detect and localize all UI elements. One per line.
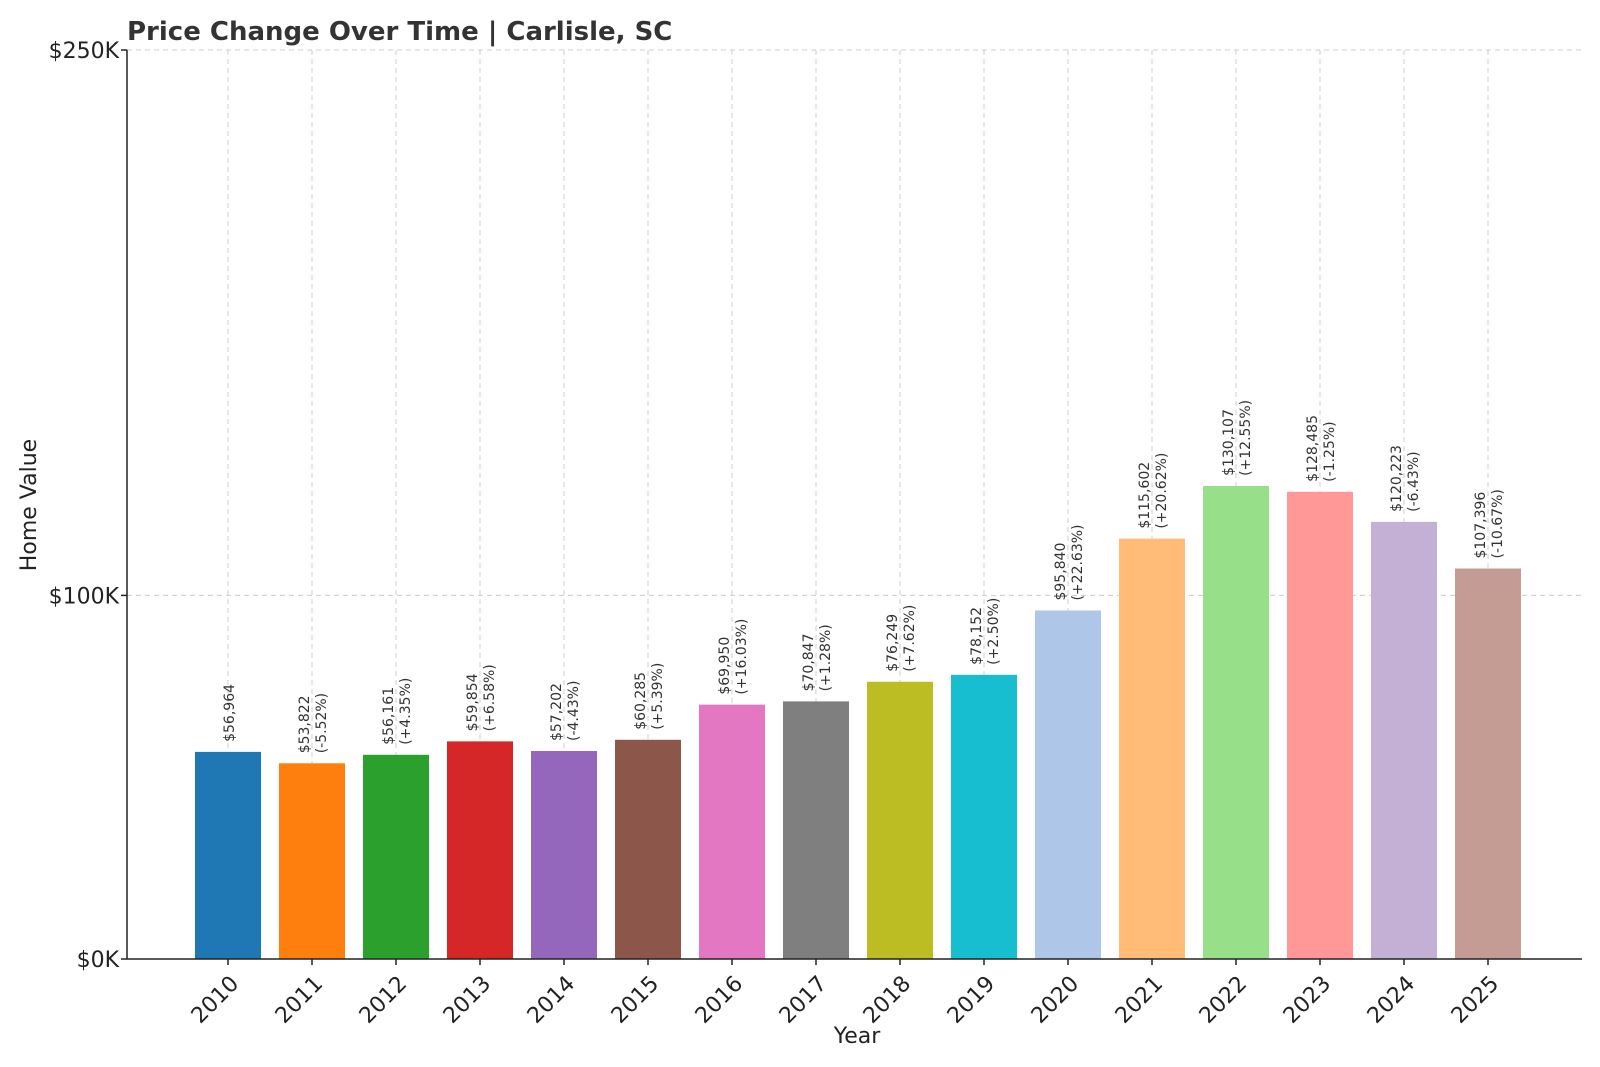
bar-2023 — [1287, 491, 1353, 959]
bar-change-label: (+12.55%) — [1238, 400, 1254, 476]
x-tick-label: 2025 — [1447, 971, 1504, 1028]
bar-label-2019: $78,152 (+2.50%) — [969, 598, 1002, 665]
bars — [195, 485, 1521, 959]
x-tick-label: 2020 — [1027, 971, 1084, 1028]
bar-value-label: $107,396 — [1473, 492, 1489, 559]
x-tick-label: 2016 — [691, 971, 748, 1028]
bar-label-2022: $130,107 (+12.55%) — [1221, 400, 1254, 476]
bar-label-2015: $60,285 (+5.39%) — [633, 663, 666, 730]
x-tick-label: 2013 — [439, 971, 496, 1028]
bar-change-label: (-6.43%) — [1406, 451, 1422, 511]
bar-2020 — [1035, 610, 1101, 959]
y-ticks: $0K $100K $250K — [49, 39, 127, 973]
bar-label-2020: $95,840 (+22.63%) — [1053, 524, 1086, 600]
bar-label-2023: $128,485 (-1.25%) — [1305, 415, 1338, 482]
chart-title: Price Change Over Time | Carlisle, SC — [127, 17, 672, 47]
bar-value-label: $115,602 — [1137, 462, 1153, 529]
x-tick-label: 2021 — [1111, 971, 1168, 1028]
bar-labels: $56,964 $53,822 (-5.52%) $56,161 (+4.35%) $59… — [222, 400, 1506, 753]
bar-label-2016: $69,950 (+16.03%) — [717, 619, 750, 695]
bar-value-label: $69,950 — [717, 637, 733, 695]
bar-change-label: (+2.50%) — [986, 598, 1002, 665]
y-tick-label: $100K — [49, 584, 120, 609]
bar-label-2012: $56,161 (+4.35%) — [381, 678, 414, 745]
bar-value-label: $76,249 — [885, 614, 901, 672]
bar-change-label: (+6.58%) — [482, 664, 498, 731]
bar-2013 — [447, 741, 513, 959]
bar-value-label: $59,854 — [465, 673, 481, 731]
axes — [126, 50, 1582, 960]
x-tick-label: 2019 — [943, 971, 1000, 1028]
y-tick-label: $250K — [49, 39, 120, 64]
bar-value-label: $78,152 — [969, 607, 985, 665]
bar-value-label: $120,223 — [1389, 445, 1405, 512]
bar-value-label: $53,822 — [297, 695, 313, 753]
x-tick-label: 2015 — [607, 971, 664, 1028]
bar-change-label: (+22.63%) — [1070, 524, 1086, 600]
x-tick-label: 2010 — [187, 971, 244, 1028]
bar-change-label: (+5.39%) — [650, 663, 666, 730]
x-tick-label: 2023 — [1279, 971, 1336, 1028]
bar-2024 — [1371, 521, 1437, 959]
bar-change-label: (+1.28%) — [818, 624, 834, 691]
x-tick-label: 2022 — [1195, 971, 1252, 1028]
bar-label-2021: $115,602 (+20.62%) — [1137, 453, 1170, 529]
bar-label-2014: $57,202 (-4.43%) — [549, 681, 582, 741]
x-tick-label: 2011 — [271, 971, 328, 1028]
bar-change-label: (+7.62%) — [902, 605, 918, 672]
bar-value-label: $60,285 — [633, 672, 649, 730]
bar-label-2017: $70,847 (+1.28%) — [801, 624, 834, 691]
bar-2019 — [951, 674, 1017, 959]
x-tick-label: 2017 — [775, 971, 832, 1028]
bar-label-2011: $53,822 (-5.52%) — [297, 693, 330, 753]
y-axis-label: Home Value — [17, 439, 42, 571]
bar-2017 — [783, 701, 849, 959]
bar-2025 — [1455, 568, 1521, 959]
bar-value-label: $56,161 — [381, 687, 397, 745]
bar-2011 — [279, 763, 345, 959]
bar-change-label: (+16.03%) — [734, 619, 750, 695]
bar-value-label: $95,840 — [1053, 543, 1069, 601]
bar-label-2018: $76,249 (+7.62%) — [885, 605, 918, 672]
x-tick-label: 2014 — [523, 971, 580, 1028]
bar-2015 — [615, 739, 681, 959]
bar-value-label: $56,964 — [222, 684, 238, 742]
x-axis-label: Year — [833, 1024, 882, 1049]
bar-2021 — [1119, 538, 1185, 959]
bar-label-2010: $56,964 — [222, 684, 238, 742]
bar-value-label: $128,485 — [1305, 415, 1321, 482]
bar-value-label: $70,847 — [801, 633, 817, 691]
x-ticks: 2010 2011 2012 2013 2014 2015 2016 2017 2018 2019… — [187, 959, 1504, 1029]
x-tick-label: 2018 — [859, 971, 916, 1028]
bar-value-label: $130,107 — [1221, 409, 1237, 476]
bar-2016 — [699, 704, 765, 959]
bar-2018 — [867, 681, 933, 959]
grid-lines — [127, 49, 1582, 959]
x-tick-label: 2024 — [1363, 971, 1420, 1028]
bar-change-label: (-10.67%) — [1490, 489, 1506, 558]
bar-change-label: (+20.62%) — [1154, 453, 1170, 529]
bar-label-2025: $107,396 (-10.67%) — [1473, 489, 1506, 558]
bar-change-label: (-4.43%) — [566, 681, 582, 741]
bar-2014 — [531, 751, 597, 959]
x-tick-label: 2012 — [355, 971, 412, 1028]
bar-change-label: (-1.25%) — [1322, 421, 1338, 481]
bar-change-label: (-5.52%) — [314, 693, 330, 753]
bar-value-label: $57,202 — [549, 683, 565, 741]
bar-change-label: (+4.35%) — [398, 678, 414, 745]
bar-label-2013: $59,854 (+6.58%) — [465, 664, 498, 731]
y-tick-label: $0K — [77, 948, 120, 973]
bar-2010 — [195, 751, 261, 959]
bar-2022 — [1203, 485, 1269, 959]
bar-label-2024: $120,223 (-6.43%) — [1389, 445, 1422, 512]
bar-2012 — [363, 754, 429, 959]
